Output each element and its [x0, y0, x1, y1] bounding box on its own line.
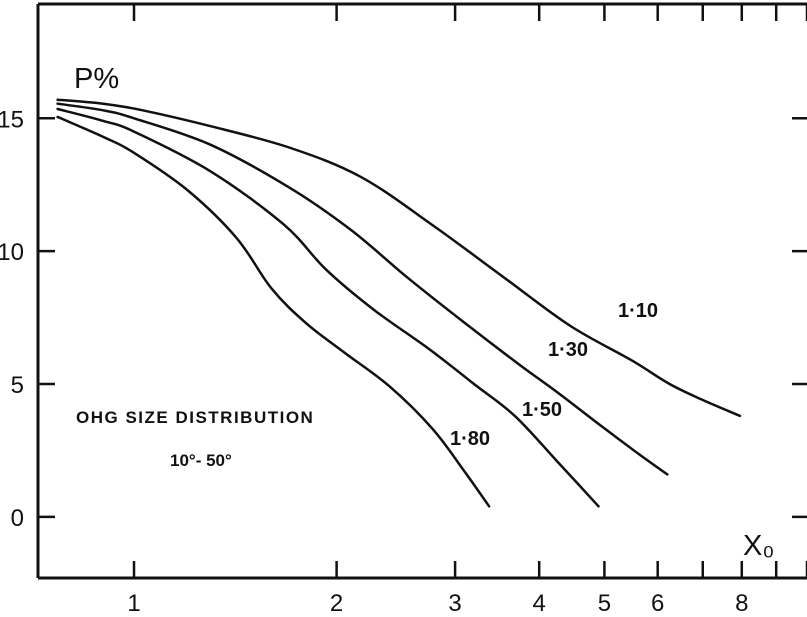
- series-curve-130: [56, 102, 669, 476]
- x-tick-label: 2: [330, 590, 343, 617]
- x-tick-label: 3: [448, 590, 461, 617]
- x-ticks: 1 2 3 4 5 6 8: [127, 4, 807, 617]
- x-tick-label: 4: [533, 590, 546, 617]
- x-axis-label: X₀: [743, 530, 774, 562]
- x-tick-label: 1: [127, 590, 140, 617]
- annotation-range: 10°- 50°: [170, 451, 232, 470]
- series-label-1-30: 1·30: [548, 339, 588, 361]
- series-label-1-50: 1·50: [522, 399, 562, 421]
- series-curve-110: [56, 98, 742, 418]
- y-tick-label: 15: [0, 106, 24, 133]
- axes-frame: [36, 2, 807, 580]
- annotation-title: OHG SIZE DISTRIBUTION: [76, 408, 314, 427]
- labels: P% X₀ OHG SIZE DISTRIBUTION 10°- 50° 1·1…: [74, 63, 774, 562]
- series-curve-180: [56, 115, 491, 508]
- y-tick-label: 0: [11, 505, 24, 532]
- y-tick-label: 5: [11, 372, 24, 399]
- x-tick-label: 6: [651, 590, 664, 617]
- y-tick-label: 10: [0, 239, 24, 266]
- series-label-1-10: 1·10: [618, 300, 658, 322]
- curves: [56, 98, 742, 508]
- y-axis-label: P%: [74, 63, 119, 95]
- x-tick-label: 8: [735, 590, 748, 617]
- x-tick-label: 5: [598, 590, 611, 617]
- series-curve-150: [56, 107, 600, 508]
- y-ticks: 0 5 10 15: [0, 106, 807, 532]
- series-label-1-80: 1·80: [450, 428, 490, 450]
